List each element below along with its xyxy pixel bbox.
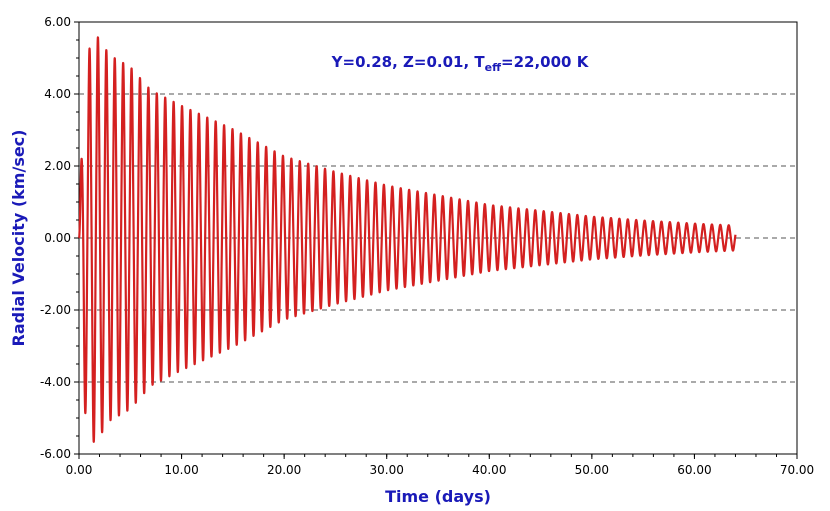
axis-ticks bbox=[74, 21, 798, 459]
y-tick-label: 6.00 bbox=[44, 15, 71, 29]
x-tick-label: 50.00 bbox=[575, 463, 609, 477]
parameters-annotation: Y=0.28, Z=0.01, Teff=22,000 K bbox=[331, 53, 590, 74]
annotation-prefix: Y=0.28, Z=0.01, T bbox=[331, 53, 486, 71]
x-axis-title: Time (days) bbox=[385, 487, 491, 506]
y-tick-label: 0.00 bbox=[44, 231, 71, 245]
y-tick-labels: -6.00 -4.00 -2.00 0.00 2.00 4.00 6.00 bbox=[40, 15, 71, 461]
x-tick-label: 30.00 bbox=[370, 463, 404, 477]
x-tick-label: 70.00 bbox=[780, 463, 814, 477]
x-tick-label: 0.00 bbox=[66, 463, 93, 477]
annotation-subscript: eff bbox=[485, 61, 501, 74]
x-tick-label: 10.00 bbox=[164, 463, 198, 477]
series-layer bbox=[77, 36, 737, 443]
y-tick-label: 2.00 bbox=[44, 159, 71, 173]
x-tick-label: 60.00 bbox=[677, 463, 711, 477]
y-tick-label: 4.00 bbox=[44, 87, 71, 101]
x-tick-label: 20.00 bbox=[267, 463, 301, 477]
y-tick-label: -6.00 bbox=[40, 447, 71, 461]
y-axis-title: Radial Velocity (km/sec) bbox=[9, 130, 28, 347]
x-tick-labels: 0.00 10.00 20.00 30.00 40.00 50.00 60.00 70.00 bbox=[66, 463, 815, 477]
series-line-0 bbox=[77, 36, 737, 443]
annotation-suffix: =22,000 K bbox=[501, 53, 590, 71]
x-tick-label: 40.00 bbox=[472, 463, 506, 477]
y-tick-label: -4.00 bbox=[40, 375, 71, 389]
y-tick-label: -2.00 bbox=[40, 303, 71, 317]
